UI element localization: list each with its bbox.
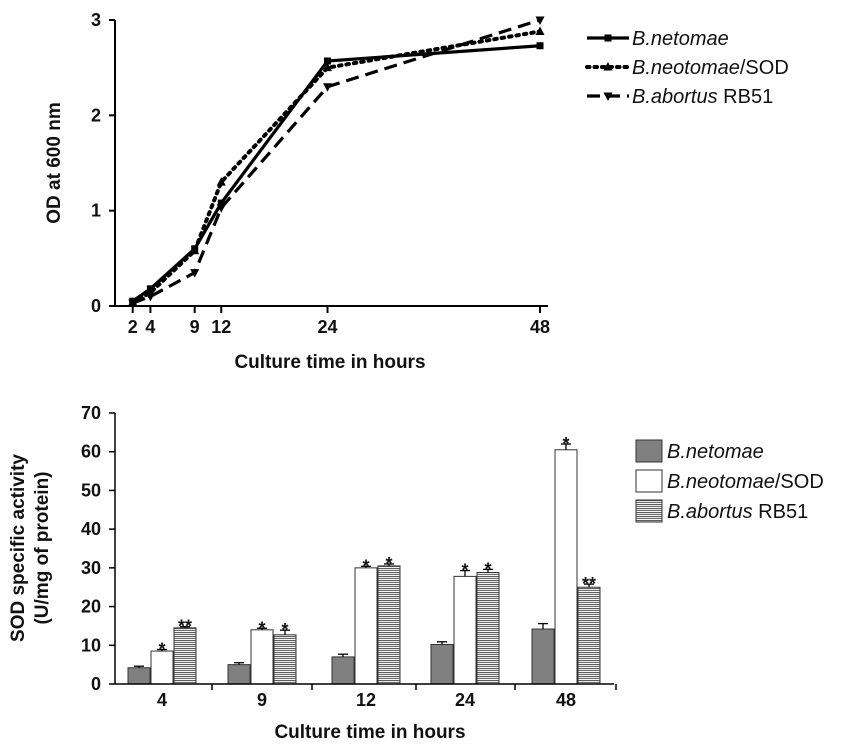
line-chart-x-tick-label: 2	[128, 317, 138, 337]
bar-3	[476, 572, 500, 685]
bar-chart-y-tick-label: 70	[81, 403, 101, 423]
bar-chart-y-axis-title-line2: (U/mg of protein)	[32, 471, 53, 624]
significance-star: **	[178, 617, 192, 637]
line-chart-y-tick-label: 3	[91, 10, 101, 30]
bar-chart-x-tick-label: 4	[157, 690, 167, 710]
bar-chart-legend: B.netomae B.neotomae/SOD B.abortus RB51	[635, 439, 824, 523]
line-series-3-point	[190, 269, 200, 278]
line-chart-y-tick-label: 2	[91, 105, 101, 125]
line-chart-y-axis-title: OD at 600 nm	[44, 102, 65, 223]
legend-bar-swatch	[635, 469, 663, 493]
bar-chart-y-axis-title-line1: SOD specific activity	[8, 454, 29, 642]
line-series-2-point	[190, 245, 200, 255]
significance-star: *	[362, 556, 369, 576]
legend-line-marker	[603, 62, 613, 71]
legend-label: B.abortus RB51	[632, 86, 773, 108]
bar-chart-y-tick-label: 0	[91, 674, 101, 694]
line-series-3	[132, 18, 541, 305]
bar-2	[453, 575, 477, 685]
legend-label: B.abortus RB51	[667, 501, 808, 523]
line-series-1-point	[217, 199, 225, 207]
bar-1	[531, 628, 555, 685]
bar-chart-y-tick-label: 50	[81, 480, 101, 500]
line-chart-x-axis-title: Culture time in hours	[234, 352, 425, 373]
bar-chart-x-tick-label: 48	[556, 690, 576, 710]
line-series-1-point	[324, 57, 332, 65]
bar-2	[354, 567, 378, 685]
legend-bar-swatch	[635, 439, 663, 463]
legend-line-marker	[604, 34, 612, 42]
bar-chart-x-tick-label: 12	[356, 690, 376, 710]
bar-chart-y-tick-label: 20	[81, 597, 101, 617]
bar-1	[227, 664, 251, 685]
line-series-3-point	[128, 299, 138, 309]
legend-label: B.netomae	[667, 441, 764, 463]
bar-chart-y-tick-label: 40	[81, 519, 101, 539]
legend-label: B.neotomae/SOD	[667, 471, 824, 493]
significance-star: **	[582, 574, 596, 594]
bar-chart-x-tick-label: 24	[455, 690, 475, 710]
line-chart-x-tick-label: 4	[145, 317, 155, 337]
significance-star: *	[281, 620, 288, 640]
significance-star: *	[484, 559, 491, 579]
line-chart-y-tick-label: 1	[91, 201, 101, 221]
line-chart-legend: B.netomae B.neotomae/SOD B.abortus RB51	[585, 28, 789, 108]
bar-1	[430, 644, 454, 685]
line-series-2-point	[535, 26, 545, 35]
bar-1	[127, 667, 151, 685]
line-chart-x-tick-label: 12	[211, 317, 231, 337]
bar-3	[577, 586, 601, 685]
line-series-2-point	[323, 62, 333, 72]
bar-chart-x-axis-title: Culture time in hours	[274, 722, 465, 743]
bar-3	[273, 634, 297, 685]
legend-label: B.netomae	[632, 28, 729, 50]
significance-star: *	[385, 554, 392, 574]
line-chart-x-tick-label: 9	[190, 317, 200, 337]
line-series-2	[130, 29, 543, 305]
bar-chart-y-tick-label: 30	[81, 558, 101, 578]
line-series-3-point	[216, 204, 226, 213]
bar-2	[554, 449, 578, 685]
legend-line-marker	[603, 92, 613, 101]
line-series-2-point	[216, 177, 226, 186]
bar-chart-y-tick-label: 10	[81, 635, 101, 655]
line-series-3-point	[323, 83, 333, 92]
bar-chart-y-tick-label: 60	[81, 442, 101, 462]
legend-label: B.neotomae/SOD	[632, 57, 789, 79]
significance-star: *	[562, 434, 569, 454]
line-chart-x-tick-label: 48	[530, 317, 550, 337]
bar-3	[377, 565, 401, 685]
line-series-1-point	[536, 42, 544, 50]
significance-star: *	[258, 618, 265, 638]
bar-1	[331, 656, 355, 685]
line-chart-x-tick-label: 24	[317, 317, 337, 337]
significance-star: *	[158, 640, 165, 660]
legend-bar-swatch	[635, 499, 663, 523]
line-chart-y-tick-label: 0	[91, 296, 101, 316]
bar-chart-x-tick-label: 9	[257, 690, 267, 710]
line-series-3-point	[145, 292, 155, 302]
line-series-3-point	[535, 16, 545, 25]
significance-star: *	[461, 561, 468, 581]
